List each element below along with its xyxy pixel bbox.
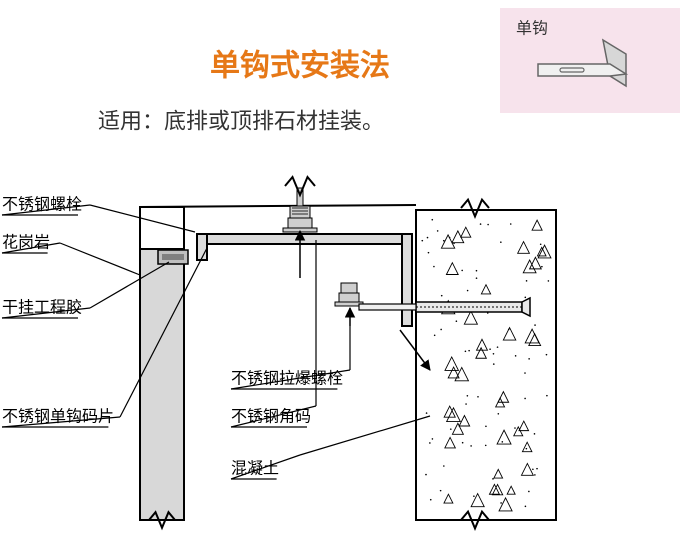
inset-hook-body [538, 64, 626, 76]
expbolt-head [341, 283, 357, 293]
angle-bracket-bar [205, 234, 410, 244]
angle-bracket-leg [402, 234, 412, 326]
label-angle: 不锈钢角码 [231, 408, 311, 426]
expbolt-nut [339, 293, 359, 302]
page-title: 单钩式安装法 [210, 50, 390, 83]
label-hookp: 不锈钢单钩码片 [2, 408, 114, 426]
diagram-canvas: 单钩单钩式安装法适用：底排或顶排石材挂装。不锈钢螺栓花岗岩干挂工程胶不锈钢单钩码… [0, 0, 700, 541]
granite-panel [140, 244, 184, 520]
label-bolt: 不锈钢螺栓 [2, 196, 82, 214]
leader-concrete [300, 416, 430, 455]
label-concrete: 混凝土 [231, 460, 279, 478]
bolt-nut [288, 218, 312, 228]
hook-leg [197, 234, 207, 260]
concrete-block [416, 210, 556, 520]
anchor-wedge [522, 298, 530, 316]
label-expbolt: 不锈钢拉爆螺栓 [231, 369, 343, 388]
page-subtitle: 适用：底排或顶排石材挂装。 [98, 109, 384, 134]
leader-granite [60, 243, 140, 275]
label-granite: 花岗岩 [2, 234, 50, 252]
anchor-rod [359, 304, 416, 310]
label-glue: 干挂工程胶 [2, 299, 82, 317]
inset-label: 单钩 [516, 20, 548, 38]
